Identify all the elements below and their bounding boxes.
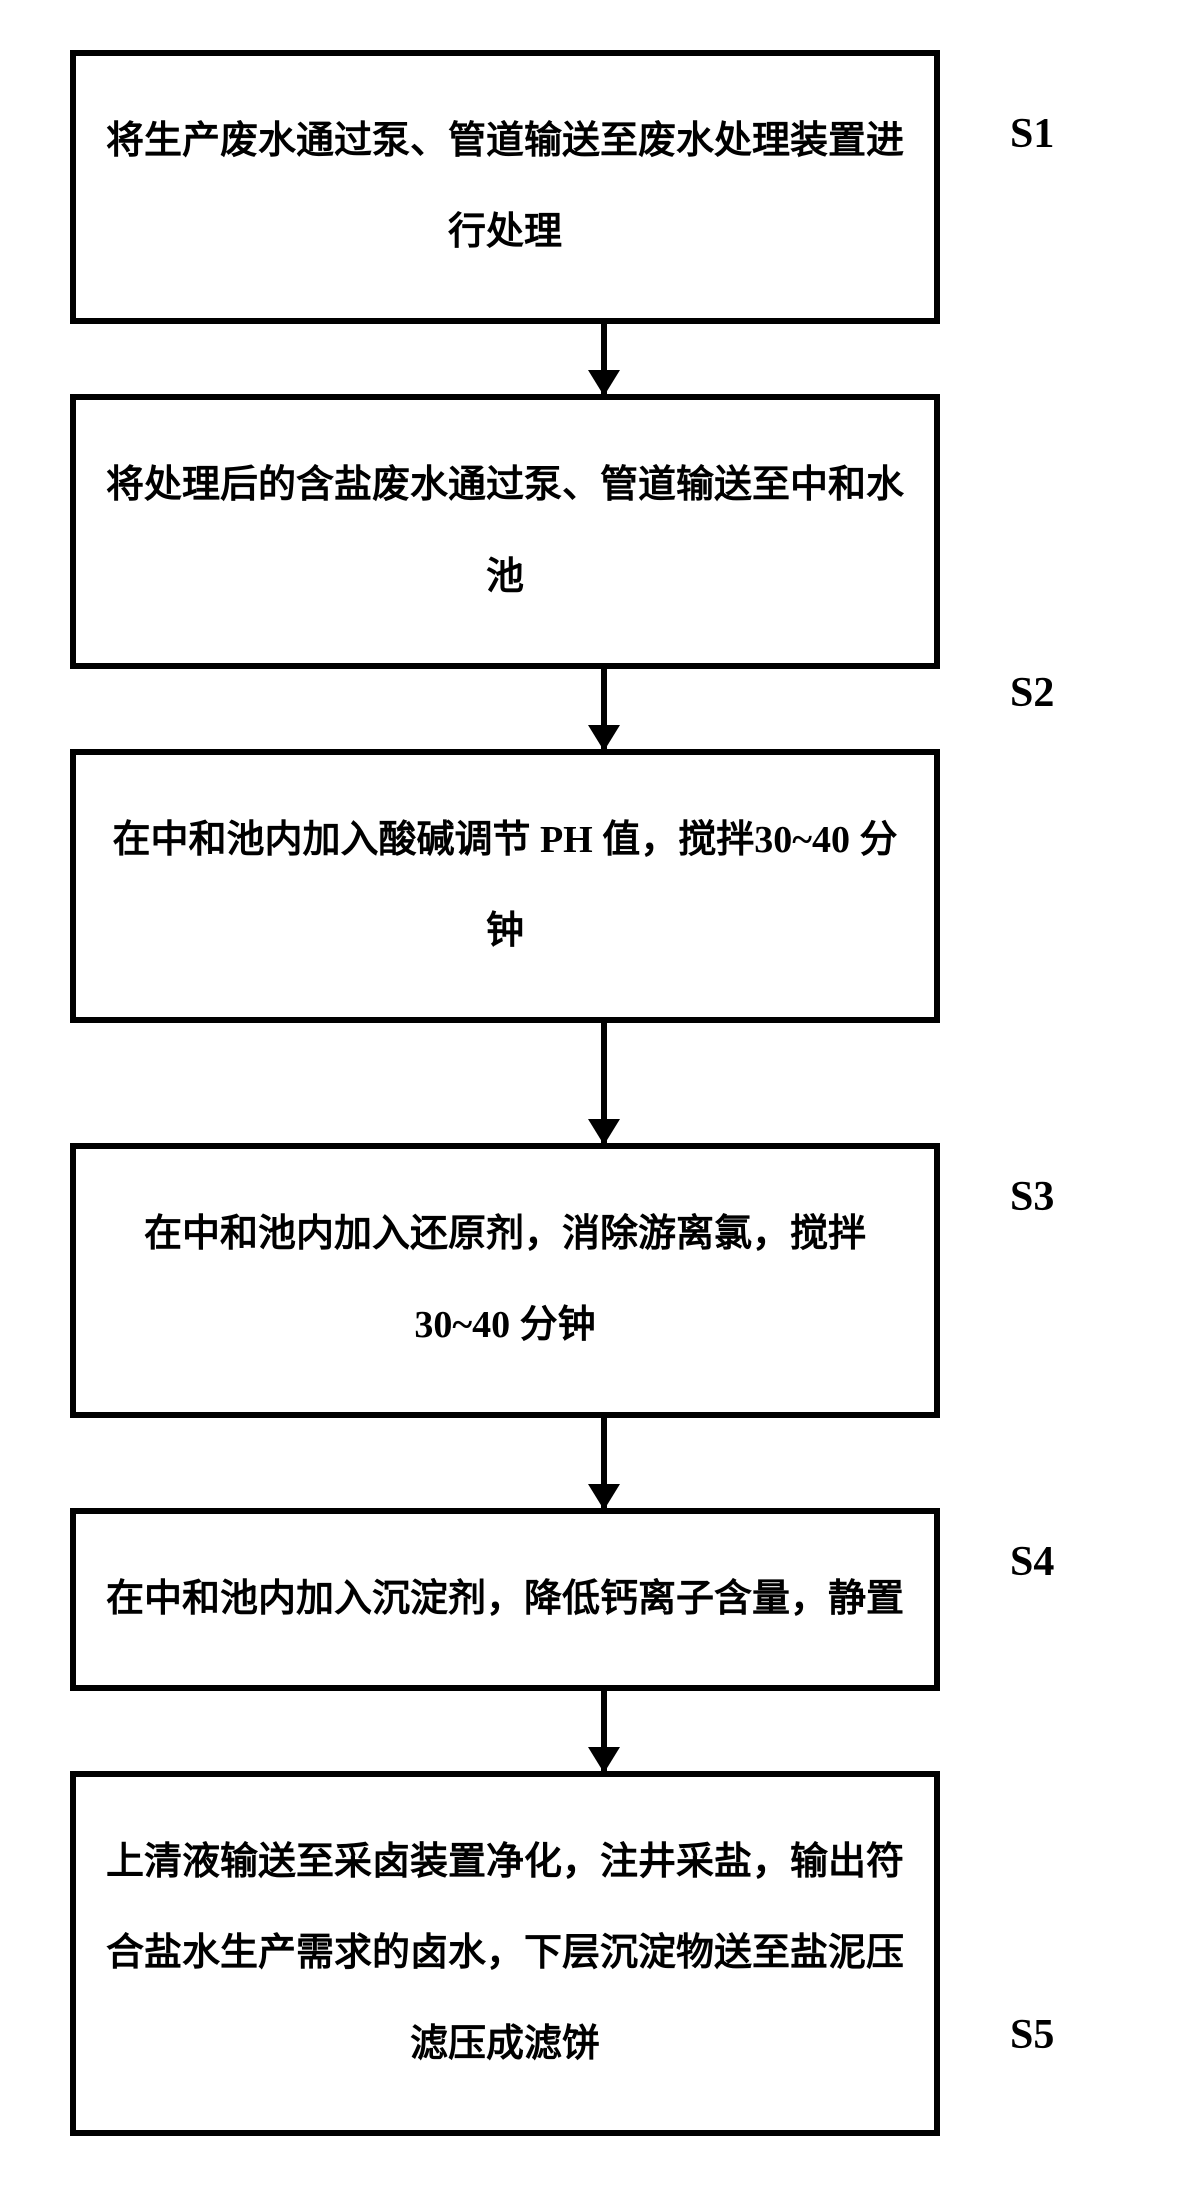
flowchart-row: 在中和池内加入还原剂，消除游离氯，搅拌 30~40 分钟 S3 xyxy=(40,1143,1138,1417)
arrow-down-icon xyxy=(601,1418,607,1508)
flowchart-box: 上清液输送至采卤装置净化，注井采盐，输出符合盐水生产需求的卤水，下层沉淀物送至盐… xyxy=(70,1771,940,2137)
arrow-down-icon xyxy=(601,324,607,394)
arrow-container xyxy=(169,324,1039,394)
step-label: S2 xyxy=(1010,669,1054,717)
flowchart-row: 将处理后的含盐废水通过泵、管道输送至中和水池 xyxy=(40,394,1138,668)
arrow-down-icon xyxy=(601,1691,607,1771)
flowchart-box: 将生产废水通过泵、管道输送至废水处理装置进行处理 xyxy=(70,50,940,324)
flowchart-box: 将处理后的含盐废水通过泵、管道输送至中和水池 xyxy=(70,394,940,668)
arrow-down-icon xyxy=(601,669,607,749)
arrow-container xyxy=(169,669,1039,749)
arrow-down-icon xyxy=(601,1023,607,1143)
arrow-container xyxy=(169,1691,1039,1771)
flowchart-box: 在中和池内加入沉淀剂，降低钙离子含量，静置 xyxy=(70,1508,940,1691)
arrow-container xyxy=(169,1418,1039,1508)
flowchart-box: 在中和池内加入还原剂，消除游离氯，搅拌 30~40 分钟 xyxy=(70,1143,940,1417)
step-label: S1 xyxy=(1010,110,1054,158)
step-label: S4 xyxy=(1010,1538,1054,1586)
flowchart-row: 上清液输送至采卤装置净化，注井采盐，输出符合盐水生产需求的卤水，下层沉淀物送至盐… xyxy=(40,1771,1138,2137)
flowchart-container: 将生产废水通过泵、管道输送至废水处理装置进行处理 S1 将处理后的含盐废水通过泵、管… xyxy=(40,50,1138,2136)
step-label: S3 xyxy=(1010,1173,1054,1221)
step-label: S5 xyxy=(1010,2011,1054,2059)
flowchart-row: 将生产废水通过泵、管道输送至废水处理装置进行处理 S1 xyxy=(40,50,1138,324)
flowchart-row: 在中和池内加入沉淀剂，降低钙离子含量，静置 S4 xyxy=(40,1508,1138,1691)
arrow-container xyxy=(169,1023,1039,1143)
flowchart-row: 在中和池内加入酸碱调节 PH 值，搅拌30~40 分钟S2 xyxy=(40,749,1138,1023)
flowchart-box: 在中和池内加入酸碱调节 PH 值，搅拌30~40 分钟 xyxy=(70,749,940,1023)
